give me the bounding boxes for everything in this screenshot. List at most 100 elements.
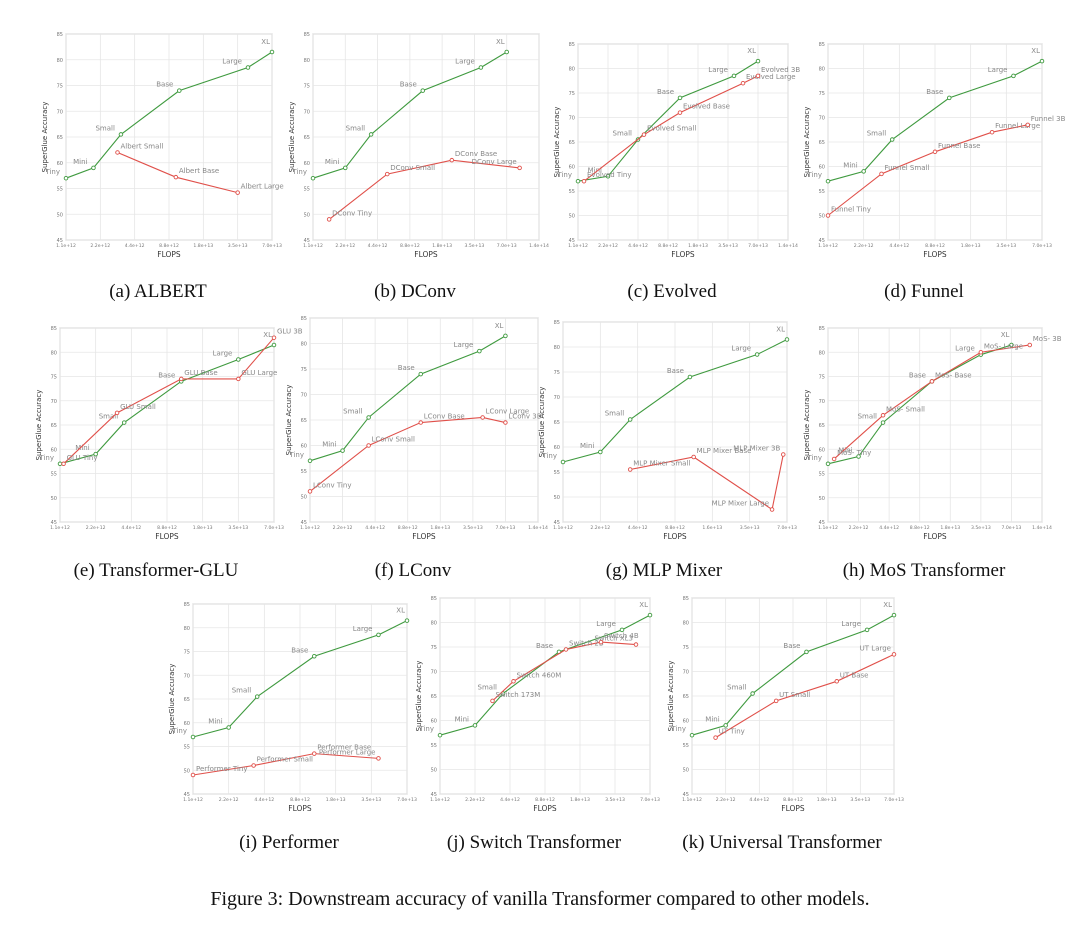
point-label-xl: XL xyxy=(639,601,648,609)
point-label-mini: Mini xyxy=(325,158,339,166)
point-label-large: Large xyxy=(222,57,242,65)
data-point-large xyxy=(477,348,482,354)
x-tick-label: 2.2e+12 xyxy=(716,797,736,803)
point-label-albert-large: Albert Large xyxy=(241,183,284,191)
data-point-tiny xyxy=(689,732,695,738)
y-tick-label: 80 xyxy=(301,342,307,348)
y-tick-label: 85 xyxy=(301,316,307,322)
point-label-tiny: Tiny xyxy=(291,168,307,176)
series-line-vanilla-transformer xyxy=(59,344,275,465)
y-tick-label: 75 xyxy=(301,367,307,373)
data-point-small xyxy=(118,132,124,137)
x-tick-label: 1.8e+13 xyxy=(326,797,346,803)
data-point-glu-3b xyxy=(271,335,277,340)
data-point-xl xyxy=(891,612,897,618)
point-label-mos-tiny: MoS- Tiny xyxy=(837,449,871,457)
point-label-mini: Mini xyxy=(73,158,87,166)
data-point-ut-tiny xyxy=(713,735,718,740)
data-point-mlp-mixer-base xyxy=(691,454,696,460)
data-point-mlp-mixer-small xyxy=(627,467,633,472)
x-tick-label: 1.1e+12 xyxy=(50,525,70,531)
point-label-large: Large xyxy=(841,620,861,628)
x-tick-label: 1.1e+12 xyxy=(303,243,323,249)
y-tick-label: 80 xyxy=(431,621,437,627)
data-point-base xyxy=(418,371,423,377)
y-tick-label: 85 xyxy=(569,42,575,48)
x-tick-label: 2.2e+12 xyxy=(335,243,355,249)
chart-dconv: 45 50 55 60 65 70 75 80 85 1.1e+12 2.2e+12 4.4e+12 8… xyxy=(285,28,549,266)
y-axis-label: SuperGlue Accuracy xyxy=(168,664,176,735)
y-tick-label: 55 xyxy=(431,743,437,749)
point-label-tiny: Tiny xyxy=(38,454,54,462)
caption-mlp-mixer: (g) MLP Mixer xyxy=(605,560,723,581)
point-label-ut-tiny: UT Tiny xyxy=(719,728,745,736)
point-label-mini: Mini xyxy=(705,715,719,723)
y-tick-label: 45 xyxy=(554,520,560,526)
point-label-base: Base xyxy=(156,81,173,89)
x-axis-label: FLOPS xyxy=(414,250,438,259)
caption-lconv: (f) LConv xyxy=(374,560,452,581)
x-tick-label: 1.6e+13 xyxy=(702,525,722,531)
x-tick-label: 8.8e+12 xyxy=(398,525,418,531)
y-tick-label: 45 xyxy=(819,520,825,526)
y-tick-label: 85 xyxy=(819,326,825,332)
y-tick-label: 85 xyxy=(304,32,310,38)
y-tick-label: 85 xyxy=(683,596,689,602)
x-tick-label: 4.4e+12 xyxy=(254,797,274,803)
data-point-performer-large xyxy=(376,756,381,761)
data-point-large xyxy=(478,65,484,70)
data-point-funnel-base xyxy=(932,149,938,155)
x-tick-label: 8.8e+12 xyxy=(910,525,930,531)
point-label-base: Base xyxy=(926,88,943,96)
x-tick-label: 8.8e+12 xyxy=(159,243,179,249)
data-point-dconv-large xyxy=(517,165,522,171)
point-label-xl: XL xyxy=(1031,47,1040,55)
point-label-small: Small xyxy=(858,413,877,421)
point-label-glu-tiny: GLU Tiny xyxy=(67,454,98,462)
x-tick-label: 1.4e+14 xyxy=(778,243,798,249)
data-point-mini xyxy=(861,169,866,174)
point-label-mlp-mixer-base: MLP Mixer Base xyxy=(697,447,752,455)
y-tick-label: 80 xyxy=(184,626,190,632)
x-tick-label: 1.8e+13 xyxy=(961,243,981,249)
chart-svg: 45 50 55 60 65 70 75 80 85 1.1e+12 2.2e+12 4.4e+12 8… xyxy=(803,326,1062,541)
point-label-base: Base xyxy=(291,646,308,654)
point-label-evolved-base: Evolved Base xyxy=(683,103,730,111)
y-tick-label: 60 xyxy=(57,161,63,167)
data-point-xl xyxy=(404,618,410,623)
x-tick-label: 8.8e+12 xyxy=(290,797,310,803)
point-label-mlp-mixer-small: MLP Mixer Small xyxy=(633,460,690,468)
point-label-performer-tiny: Performer Tiny xyxy=(196,765,247,773)
data-point-albert-small xyxy=(115,150,120,155)
y-axis-label: SuperGlue Accuracy xyxy=(538,387,546,458)
data-point-xl xyxy=(271,342,277,348)
data-point-lconv-3b xyxy=(503,420,508,425)
point-label-base: Base xyxy=(400,81,417,89)
y-tick-label: 85 xyxy=(57,32,63,38)
y-tick-label: 50 xyxy=(683,768,689,774)
x-tick-label: 4.4e+12 xyxy=(125,243,145,249)
data-point-small xyxy=(627,417,633,422)
x-tick-label: 1.1e+12 xyxy=(56,243,76,249)
data-point-switch-2b xyxy=(563,647,569,652)
data-point-tiny xyxy=(57,461,63,467)
x-tick-label: 3.5e+13 xyxy=(718,243,738,249)
y-tick-label: 60 xyxy=(51,447,57,453)
data-point-tiny xyxy=(825,461,831,467)
point-label-albert-small: Albert Small xyxy=(121,142,164,150)
data-point-funnel-large xyxy=(989,129,995,135)
x-axis-label: FLOPS xyxy=(923,532,947,541)
data-point-xl xyxy=(503,333,508,339)
series-line-vanilla-transformer xyxy=(312,51,507,179)
point-label-xl: XL xyxy=(883,601,892,609)
y-tick-label: 75 xyxy=(569,91,575,97)
point-label-tiny: Tiny xyxy=(556,171,572,179)
point-label-xl: XL xyxy=(776,326,785,334)
y-tick-label: 50 xyxy=(51,496,57,502)
point-label-lconv-base: LConv Base xyxy=(424,413,465,421)
y-axis-label: SuperGlue Accuracy xyxy=(288,102,296,173)
point-label-mini: Mini xyxy=(588,166,602,174)
y-axis-label: SuperGlue Accuracy xyxy=(803,107,811,178)
y-tick-label: 85 xyxy=(819,42,825,48)
x-tick-label: 1.1e+12 xyxy=(300,525,320,531)
